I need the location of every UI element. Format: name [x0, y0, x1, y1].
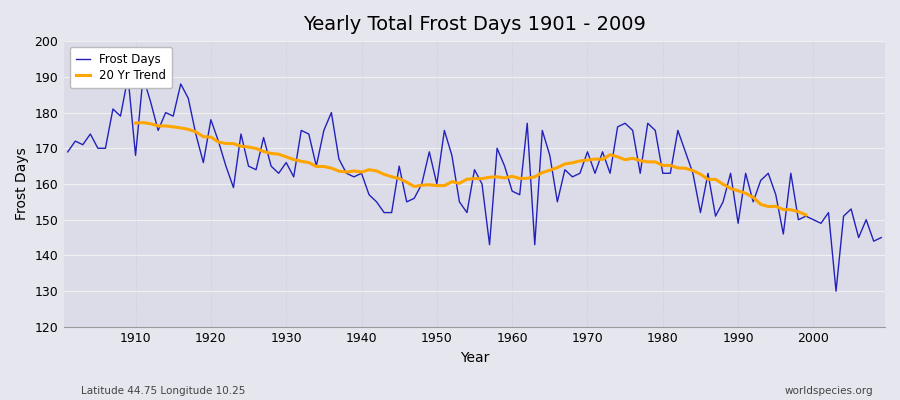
Frost Days [507, 189, 517, 194]
20 Yr Trend [695, 172, 706, 176]
Frost Days [876, 235, 886, 240]
Frost Days [514, 192, 525, 197]
20 Yr Trend [710, 177, 721, 182]
Frost Days [605, 171, 616, 176]
20 Yr Trend [228, 141, 238, 146]
20 Yr Trend [778, 207, 788, 212]
Frost Days [341, 171, 352, 176]
Y-axis label: Frost Days: Frost Days [15, 148, 29, 220]
Title: Yearly Total Frost Days 1901 - 2009: Yearly Total Frost Days 1901 - 2009 [303, 15, 646, 34]
20 Yr Trend [130, 121, 141, 126]
20 Yr Trend [605, 152, 616, 157]
X-axis label: Year: Year [460, 351, 490, 365]
Frost Days [831, 289, 842, 294]
20 Yr Trend [341, 170, 352, 174]
Line: 20 Yr Trend: 20 Yr Trend [136, 122, 806, 215]
Frost Days [296, 128, 307, 133]
Frost Days [122, 74, 133, 79]
Legend: Frost Days, 20 Yr Trend: Frost Days, 20 Yr Trend [70, 47, 172, 88]
Text: Latitude 44.75 Longitude 10.25: Latitude 44.75 Longitude 10.25 [81, 386, 246, 396]
20 Yr Trend [138, 120, 148, 125]
20 Yr Trend [800, 212, 811, 217]
Text: worldspecies.org: worldspecies.org [785, 386, 873, 396]
Frost Days [62, 150, 73, 154]
Line: Frost Days: Frost Days [68, 77, 881, 291]
Frost Days [130, 153, 141, 158]
